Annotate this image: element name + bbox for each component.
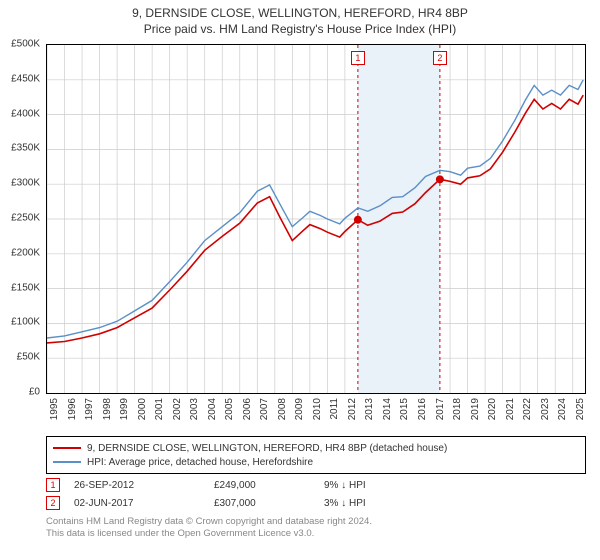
plot-svg xyxy=(47,45,585,393)
footnote: Contains HM Land Registry data © Crown c… xyxy=(46,516,586,541)
x-tick-label: 2024 xyxy=(557,398,568,420)
legend: 9, DERNSIDE CLOSE, WELLINGTON, HEREFORD,… xyxy=(46,436,586,474)
x-tick-label: 2011 xyxy=(329,398,340,420)
titles: 9, DERNSIDE CLOSE, WELLINGTON, HEREFORD,… xyxy=(0,0,600,36)
x-tick-label: 1996 xyxy=(67,398,78,420)
sale-diff: 3% ↓ HPI xyxy=(324,498,414,509)
x-tick-label: 2007 xyxy=(259,398,270,420)
x-tick-label: 2000 xyxy=(137,398,148,420)
sale-diff: 9% ↓ HPI xyxy=(324,480,414,491)
x-tick-label: 2014 xyxy=(382,398,393,420)
y-axis-labels: £0£50K£100K£150K£200K£250K£300K£350K£400… xyxy=(0,44,44,394)
y-tick-label: £50K xyxy=(17,352,40,363)
x-tick-label: 2015 xyxy=(399,398,410,420)
sale-marker-box: 2 xyxy=(433,51,447,65)
x-tick-label: 2001 xyxy=(154,398,165,420)
x-axis-labels: 1995 1996 1997 1998 1999 2000 2001 2002 2003 2004… xyxy=(46,396,586,436)
legend-item: HPI: Average price, detached house, Here… xyxy=(53,455,579,469)
x-tick-label: 2016 xyxy=(417,398,428,420)
sale-date: 02-JUN-2017 xyxy=(74,498,214,509)
x-tick-label: 2023 xyxy=(540,398,551,420)
x-tick-label: 2006 xyxy=(242,398,253,420)
x-tick-label: 2008 xyxy=(277,398,288,420)
x-tick-label: 1997 xyxy=(84,398,95,420)
y-tick-label: £250K xyxy=(11,213,40,224)
sales-table: 1 26-SEP-2012£249,0009% ↓ HPI 2 02-JUN-2017… xyxy=(46,476,586,512)
x-tick-label: 1999 xyxy=(119,398,130,420)
x-tick-label: 2005 xyxy=(224,398,235,420)
chart-area: 12 xyxy=(46,44,586,394)
legend-label: 9, DERNSIDE CLOSE, WELLINGTON, HEREFORD,… xyxy=(87,443,447,454)
y-tick-label: £450K xyxy=(11,73,40,84)
x-tick-label: 1995 xyxy=(49,398,60,420)
x-tick-label: 2022 xyxy=(522,398,533,420)
x-tick-label: 2010 xyxy=(312,398,323,420)
x-tick-label: 2012 xyxy=(347,398,358,420)
legend-item: 9, DERNSIDE CLOSE, WELLINGTON, HEREFORD,… xyxy=(53,441,579,455)
x-tick-label: 2025 xyxy=(575,398,586,420)
sale-num-box: 2 xyxy=(46,496,60,510)
sale-price: £307,000 xyxy=(214,498,324,509)
x-tick-label: 2013 xyxy=(364,398,375,420)
x-tick-label: 2018 xyxy=(452,398,463,420)
y-tick-label: £350K xyxy=(11,143,40,154)
x-tick-label: 2009 xyxy=(294,398,305,420)
y-tick-label: £0 xyxy=(29,387,40,398)
legend-swatch xyxy=(53,461,81,463)
x-tick-label: 2021 xyxy=(505,398,516,420)
legend-swatch xyxy=(53,447,81,449)
footnote-line1: Contains HM Land Registry data © Crown c… xyxy=(46,516,586,528)
legend-label: HPI: Average price, detached house, Here… xyxy=(87,457,313,468)
sale-num-box: 1 xyxy=(46,478,60,492)
x-tick-label: 2003 xyxy=(189,398,200,420)
sale-row: 2 02-JUN-2017£307,0003% ↓ HPI xyxy=(46,494,586,512)
y-tick-label: £150K xyxy=(11,282,40,293)
y-tick-label: £100K xyxy=(11,317,40,328)
y-tick-label: £300K xyxy=(11,178,40,189)
x-tick-label: 2017 xyxy=(435,398,446,420)
x-tick-label: 2004 xyxy=(207,398,218,420)
sale-date: 26-SEP-2012 xyxy=(74,480,214,491)
chart-container: 9, DERNSIDE CLOSE, WELLINGTON, HEREFORD,… xyxy=(0,0,600,560)
y-tick-label: £400K xyxy=(11,108,40,119)
sale-price: £249,000 xyxy=(214,480,324,491)
y-tick-label: £500K xyxy=(11,39,40,50)
footnote-line2: This data is licensed under the Open Gov… xyxy=(46,528,586,540)
y-tick-label: £200K xyxy=(11,247,40,258)
sale-row: 1 26-SEP-2012£249,0009% ↓ HPI xyxy=(46,476,586,494)
x-tick-label: 1998 xyxy=(102,398,113,420)
x-tick-label: 2002 xyxy=(172,398,183,420)
x-tick-label: 2019 xyxy=(470,398,481,420)
title-sub: Price paid vs. HM Land Registry's House … xyxy=(0,22,600,36)
sale-marker-box: 1 xyxy=(351,51,365,65)
plot-area: 12 xyxy=(46,44,586,394)
x-tick-label: 2020 xyxy=(487,398,498,420)
title-main: 9, DERNSIDE CLOSE, WELLINGTON, HEREFORD,… xyxy=(0,6,600,20)
